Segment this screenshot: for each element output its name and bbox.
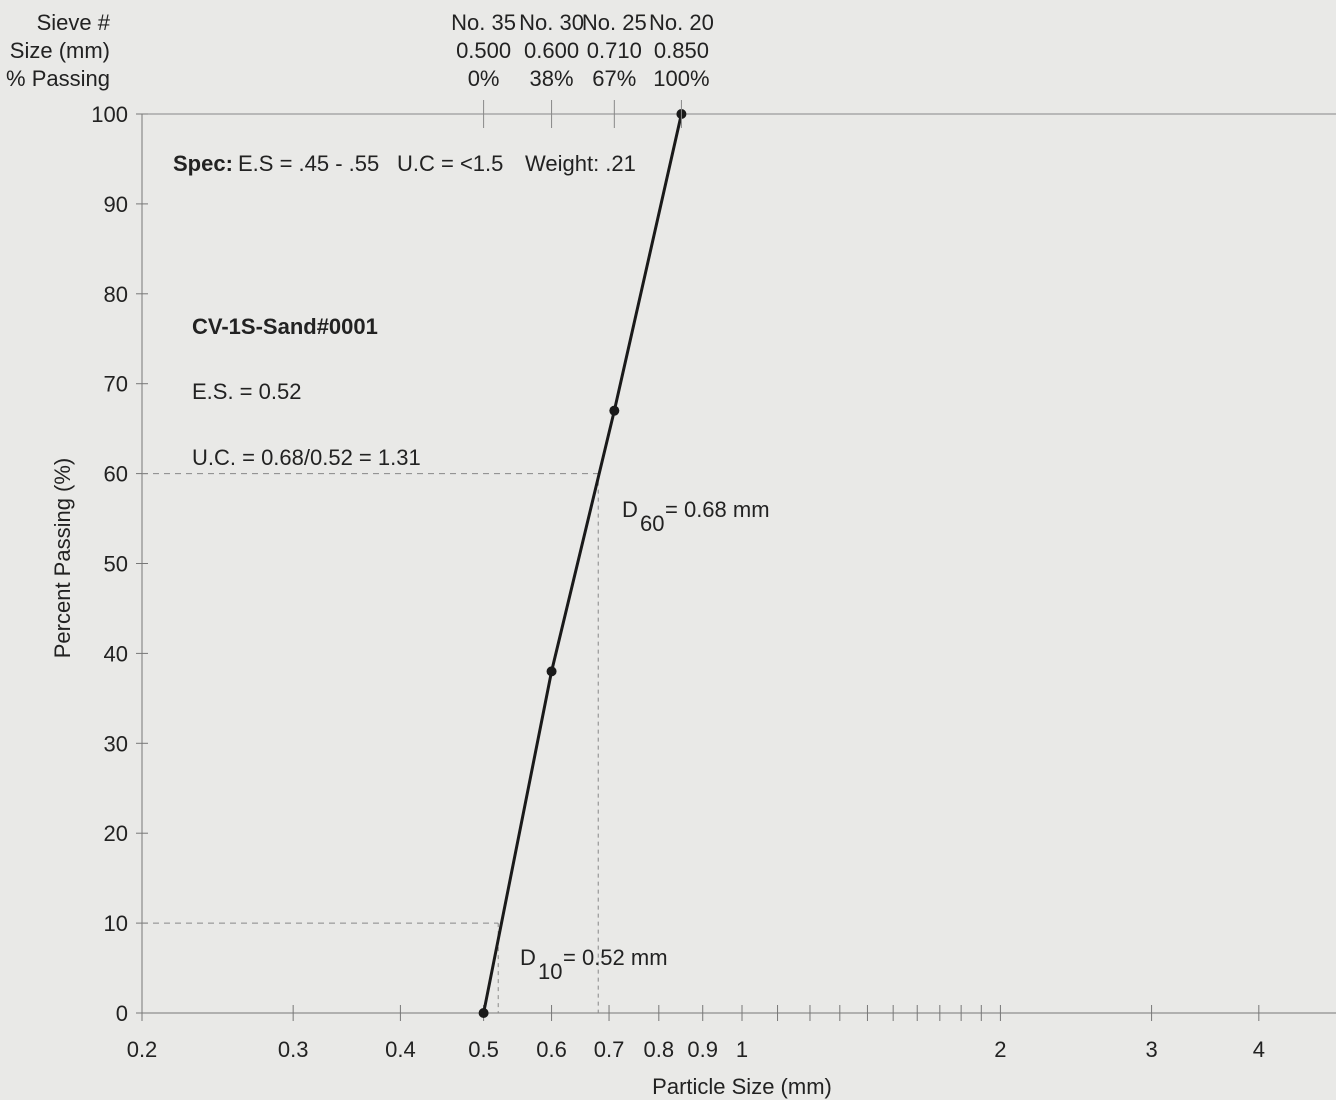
x-axis-title: Particle Size (mm): [652, 1074, 832, 1099]
x-tick-label: 0.4: [385, 1037, 416, 1062]
y-tick-label: 20: [104, 821, 128, 846]
reference-subscript: 10: [538, 959, 562, 984]
sieve-name: No. 30: [519, 10, 584, 35]
y-axis-title: Percent Passing (%): [50, 458, 75, 659]
spec-text: Spec:: [173, 151, 233, 176]
point: [546, 666, 557, 677]
x-tick-label: 0.7: [594, 1037, 625, 1062]
reference-text: = 0.52 mm: [563, 945, 668, 970]
line: [482, 113, 683, 1014]
note: U.C. = 0.68/0.52 = 1.31: [192, 445, 421, 470]
x-tick-label: 2: [994, 1037, 1006, 1062]
reference-symbol: D: [520, 945, 536, 970]
x-tick-label: 0.5: [468, 1037, 499, 1062]
sieve-size: 0.600: [524, 38, 579, 63]
sieve-name: No. 25: [582, 10, 647, 35]
y-tick-label: 100: [91, 102, 128, 127]
x-tick-label: 0.3: [278, 1037, 309, 1062]
x-tick-label: 3: [1145, 1037, 1157, 1062]
y-tick-label: 30: [104, 731, 128, 756]
sieve-name: No. 20: [649, 10, 714, 35]
reference-symbol: D: [622, 497, 638, 522]
y-tick-label: 70: [104, 372, 128, 397]
sieve-passing: 67%: [592, 66, 636, 91]
x-tick-label: 0.8: [644, 1037, 675, 1062]
y-tick-label: 0: [116, 1001, 128, 1026]
point: [609, 405, 620, 416]
y-tick-label: 50: [104, 552, 128, 577]
header-label: Size (mm): [10, 38, 110, 63]
x-tick-label: 0.6: [536, 1037, 567, 1062]
sieve-passing: 0%: [468, 66, 500, 91]
sieve-size: 0.500: [456, 38, 511, 63]
sieve-passing: 100%: [653, 66, 709, 91]
y-tick-label: 60: [104, 462, 128, 487]
y-tick-label: 80: [104, 282, 128, 307]
x-tick-label: 4: [1253, 1037, 1265, 1062]
x-tick-label: 1: [736, 1037, 748, 1062]
spec-text: E.S = .45 - .55: [238, 151, 379, 176]
header-label: % Passing: [6, 66, 110, 91]
y-tick-label: 40: [104, 641, 128, 666]
sample-name: CV-1S-Sand#0001: [192, 314, 378, 339]
sieve-name: No. 35: [451, 10, 516, 35]
y-tick-label: 10: [104, 911, 128, 936]
note: E.S. = 0.52: [192, 379, 301, 404]
spec-text: Weight: .21: [525, 151, 636, 176]
y-tick-label: 90: [104, 192, 128, 217]
reference-text: = 0.68 mm: [665, 497, 770, 522]
point: [478, 1008, 489, 1018]
x-tick-label: 0.9: [687, 1037, 718, 1062]
spec-text: U.C = <1.5: [397, 151, 503, 176]
reference-subscript: 60: [640, 511, 664, 536]
x-tick-label: 0.2: [127, 1037, 158, 1062]
sieve-size: 0.850: [654, 38, 709, 63]
sieve-size: 0.710: [587, 38, 642, 63]
header-label: Sieve #: [37, 10, 111, 35]
sieve-passing: 38%: [530, 66, 574, 91]
